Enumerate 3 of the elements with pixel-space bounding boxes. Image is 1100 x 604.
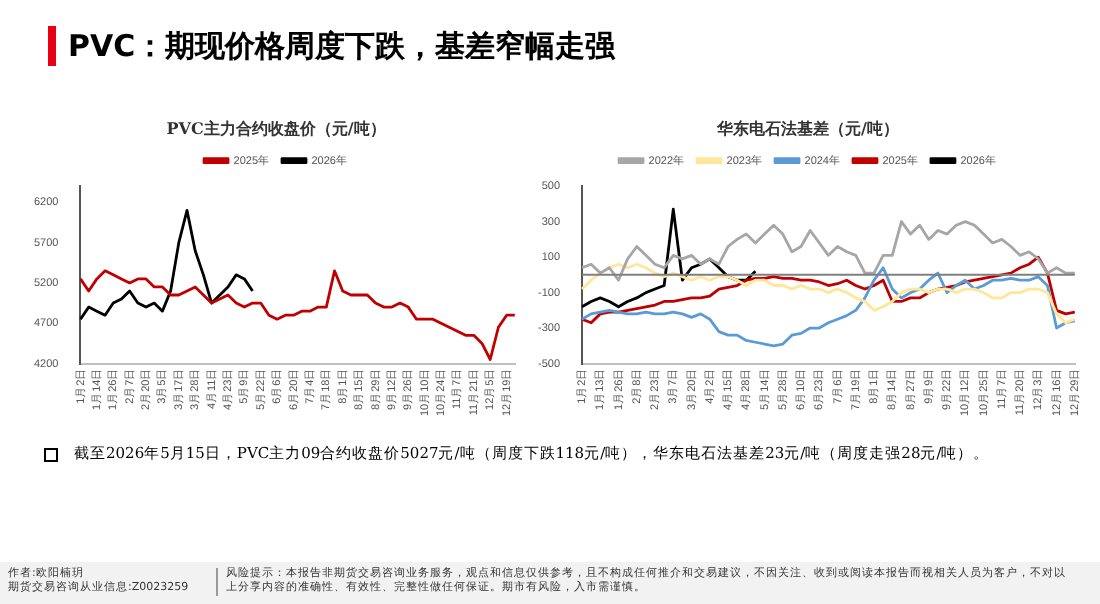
text: PVC：期现价格周度下跌，基差窄幅走强 <box>48 26 616 66</box>
chart-title: PVC主力合约收盘价（元/吨） <box>166 117 386 138</box>
chart-title: 华东电石法基差（元/吨） <box>715 117 899 138</box>
